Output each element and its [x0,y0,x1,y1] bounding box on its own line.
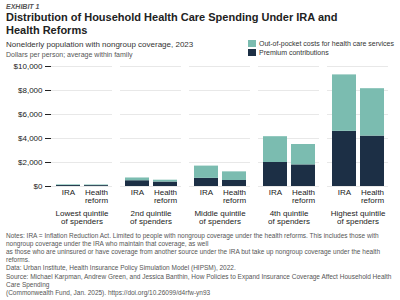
html-text:EXHIBIT 1: EXHIBIT 1 [6,3,40,10]
svg-text:Healthreform: Healthreform [292,189,315,206]
svg-text:Healthreform: Healthreform [361,189,384,206]
svg-text:IRA: IRA [62,189,76,198]
html-text:as those who are uninsured or: as those who are uninsured or have cover… [6,248,380,263]
svg-text:IRA: IRA [269,189,283,198]
svg-text:Healthreform: Healthreform [85,189,108,206]
svg-text:$2,000: $2,000 [18,158,43,167]
html-text:Data: Urban Institute, Health: Data: Urban Institute, Health Insurance … [6,263,236,271]
html-text:Out-of-pocket costs for health: Out-of-pocket costs for health care serv… [259,40,394,48]
html-text:Premium contributions: Premium contributions [259,49,329,57]
svg-text:Lowest quintileof spenders: Lowest quintileof spenders [56,210,109,227]
html-text:Source: Michael Karpman, Andre: Source: Michael Karpman, Andrew Green, a… [6,273,392,289]
svg-text:Healthreform: Healthreform [154,189,177,206]
svg-text:$10,000: $10,000 [14,62,43,71]
svg-text:$0: $0 [34,182,43,191]
svg-text:2nd quintileof spenders: 2nd quintileof spenders [130,210,172,227]
svg-text:Healthreform: Healthreform [223,189,246,206]
svg-text:IRA: IRA [338,189,352,198]
html-text:Nonelderly population with non: Nonelderly population with nongroup cove… [6,40,194,50]
svg-text:$6,000: $6,000 [18,110,43,119]
html-text:Distribution of Household Heal: Distribution of Household Health Care Sp… [6,11,338,37]
svg-text:4th quintileof spenders: 4th quintileof spenders [268,210,310,227]
html-text:Dollars per person; average wi: Dollars per person; average within famil… [6,51,133,59]
svg-text:IRA: IRA [200,189,214,198]
svg-text:IRA: IRA [131,189,145,198]
svg-text:$4,000: $4,000 [18,134,43,143]
svg-text:Middle quintileof spenders: Middle quintileof spenders [194,210,246,227]
svg-text:Highest quintileof spenders: Highest quintileof spenders [331,210,386,227]
svg-text:$8,000: $8,000 [18,86,43,95]
html-text:(Commonwealth Fund, Jan. 2025): (Commonwealth Fund, Jan. 2025). https://… [6,289,211,296]
html-text:Notes: IRA = Inflation Reducti: Notes: IRA = Inflation Reduction Act. Li… [6,232,379,248]
